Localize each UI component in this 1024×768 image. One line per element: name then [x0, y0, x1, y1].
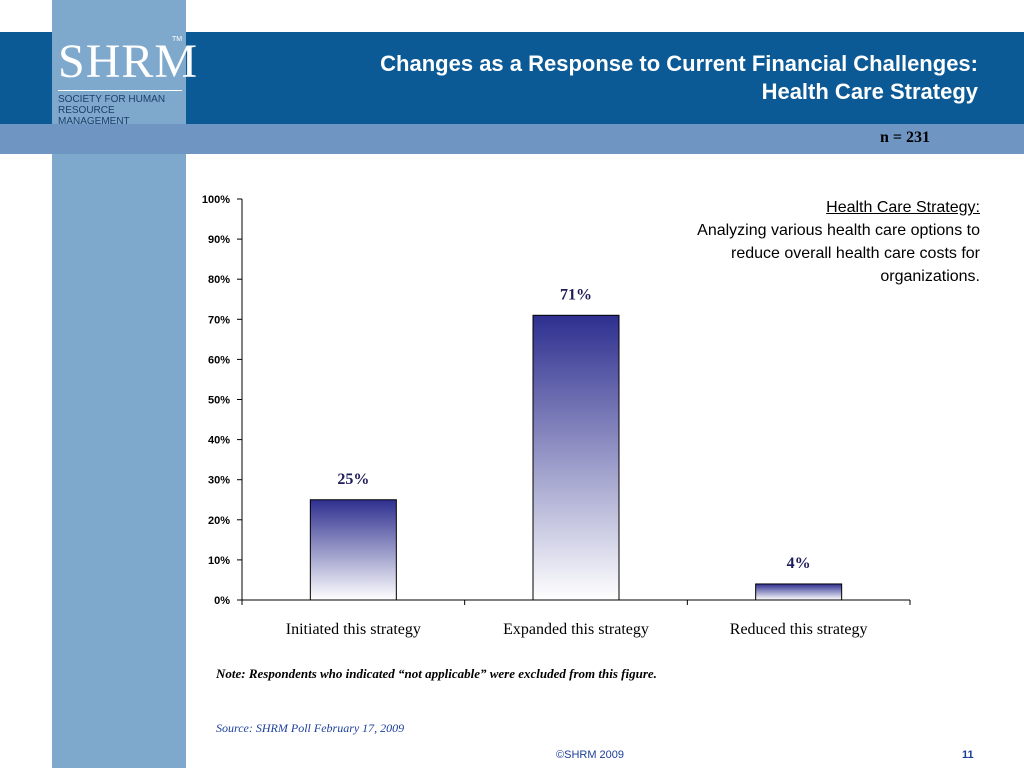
chart-note: Note: Respondents who indicated “not app… [216, 666, 657, 681]
slide-title-line2: Health Care Strategy [761, 79, 978, 104]
y-tick-label: 100% [202, 194, 230, 206]
page-number: 11 [962, 749, 974, 761]
y-tick-label: 90% [208, 234, 230, 246]
slide-title-line1: Changes as a Response to Current Financi… [380, 51, 978, 76]
logo-trademark: TM [172, 36, 183, 43]
y-tick-label: 10% [208, 555, 230, 567]
logo-subtitle-line2: RESOURCE MANAGEMENT [58, 105, 130, 127]
definition-text: Analyzing various health care options to… [697, 222, 980, 285]
y-tick-label: 50% [208, 395, 230, 407]
chart-source: Source: SHRM Poll February 17, 2009 [216, 721, 405, 735]
bar-value-label: 71% [560, 286, 592, 303]
sample-size-label: n = 231 [880, 129, 931, 146]
bar-value-label: 4% [787, 555, 811, 572]
x-category-label: Initiated this strategy [286, 621, 421, 638]
definition-box: Health Care Strategy: Analyzing various … [690, 196, 980, 288]
x-category-label: Expanded this strategy [503, 621, 649, 638]
slide-title: Changes as a Response to Current Financi… [238, 50, 978, 106]
y-tick-label: 40% [208, 435, 230, 447]
logo-mark: SHRM [58, 35, 199, 88]
logo-subtitle-line1: SOCIETY FOR HUMAN [58, 94, 166, 105]
bar-chart: 0% 10% 20% 30% 40% 50% 60% 70% 80% 90% 100% 25% Init… [202, 194, 911, 638]
footer-copyright: ©SHRM 2009 [556, 749, 625, 761]
definition-heading: Health Care Strategy: [826, 199, 980, 216]
logo-rule [58, 90, 182, 91]
y-tick-label: 30% [208, 475, 230, 487]
bar-value-label: 25% [337, 471, 369, 488]
y-tick-label: 80% [208, 274, 230, 286]
bar [755, 583, 843, 601]
y-tick-label: 70% [208, 314, 230, 326]
y-tick-label: 60% [208, 354, 230, 366]
shrm-logo: SHRM TM SOCIETY FOR HUMAN RESOURCE MANAG… [52, 32, 197, 127]
bar [532, 314, 620, 601]
logo-subtitle: SOCIETY FOR HUMAN RESOURCE MANAGEMENT [58, 94, 186, 127]
y-tick-label: 20% [208, 515, 230, 527]
x-category-label: Reduced this strategy [730, 621, 868, 638]
sub-band [0, 124, 1024, 154]
y-tick-label: 0% [214, 595, 230, 607]
bar [309, 499, 397, 601]
